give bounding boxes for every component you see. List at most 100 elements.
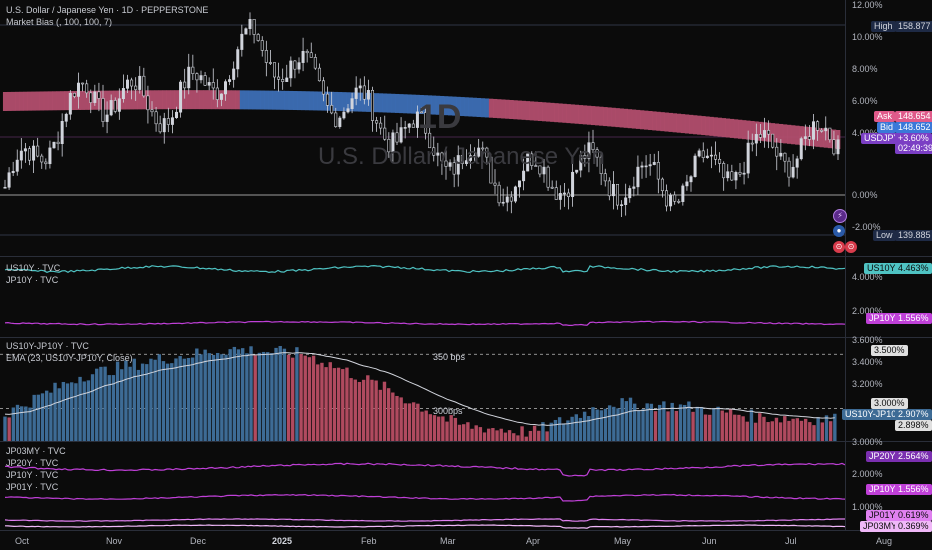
- spread-bar: [753, 422, 758, 441]
- bias-band-segment: [35, 91, 41, 111]
- bias-band-segment: [39, 91, 45, 111]
- spread-bar: [499, 428, 503, 441]
- flag-icon[interactable]: ⊙: [845, 241, 857, 253]
- spread-bar: [428, 414, 433, 441]
- candle-body: [97, 91, 101, 99]
- spread-bar: [778, 422, 783, 441]
- candle-body: [309, 52, 313, 58]
- spread-chart[interactable]: [0, 338, 845, 441]
- us10y-legend[interactable]: US10Y · TVC: [6, 263, 61, 273]
- bias-band-segment: [439, 95, 445, 115]
- candle-body: [166, 118, 170, 125]
- bias-band-segment: [492, 98, 498, 118]
- bias-band-segment: [129, 90, 134, 110]
- main-price-chart[interactable]: [0, 0, 845, 256]
- ema-legend[interactable]: EMA (23, US10Y-JP10Y, Close): [6, 353, 133, 363]
- flag-icon[interactable]: ⊙: [833, 241, 845, 253]
- jgb-chart[interactable]: [0, 442, 845, 530]
- candle-body: [293, 60, 297, 70]
- bias-band-segment: [627, 109, 633, 129]
- spread-bar: [291, 357, 295, 441]
- candle-body: [297, 62, 301, 70]
- spread-bar: [40, 393, 45, 441]
- pane-separator-2[interactable]: [0, 337, 932, 338]
- price-axis[interactable]: [845, 0, 932, 530]
- candle-body: [787, 160, 791, 178]
- pane-separator-1[interactable]: [0, 256, 932, 257]
- candle-body: [85, 83, 89, 94]
- candle-body: [138, 75, 142, 90]
- bias-band-segment: [374, 93, 379, 113]
- jp03my-legend[interactable]: JP03MY · TVC: [6, 446, 66, 456]
- bias-band-segment: [660, 112, 665, 132]
- spread-bar: [403, 403, 408, 441]
- bias-band-segment: [19, 91, 24, 111]
- spread-bar: [299, 353, 303, 441]
- bias-band-segment: [72, 91, 77, 111]
- bias-band-segment: [182, 90, 188, 110]
- spread-bar: [274, 347, 278, 441]
- spread-bar: [19, 406, 24, 441]
- spread-legend[interactable]: US10Y-JP10Y · TVC: [6, 341, 89, 351]
- pane-separator-3[interactable]: [0, 441, 932, 442]
- spread-bar: [49, 392, 53, 441]
- candle-body: [268, 62, 272, 64]
- y-tick: 3.200%: [852, 379, 883, 389]
- bias-band-segment: [586, 105, 592, 125]
- spread-bar: [599, 410, 604, 441]
- spread-bar: [641, 409, 645, 441]
- jp10y-legend[interactable]: JP10Y · TVC: [6, 275, 59, 285]
- bias-band-segment: [615, 108, 620, 128]
- jp10y-legend[interactable]: JP10Y · TVC: [6, 470, 59, 480]
- spread-bar: [128, 366, 132, 441]
- lightning-icon[interactable]: ⚡: [833, 209, 847, 223]
- candle-body: [350, 98, 354, 109]
- candle-body: [591, 142, 595, 150]
- spread-bar: [361, 379, 366, 441]
- earnings-icon[interactable]: ●: [833, 225, 845, 237]
- candle-body: [673, 194, 677, 202]
- spread-bar: [728, 409, 733, 441]
- candle-body: [301, 51, 305, 63]
- indicator-legend[interactable]: Market Bias (, 100, 100, 7): [6, 17, 113, 27]
- level-350-label: 350 bps: [433, 352, 466, 362]
- bias-band-segment: [595, 106, 600, 126]
- bias-band-segment: [733, 119, 739, 139]
- candle-body: [342, 111, 346, 119]
- bias-band-segment: [337, 92, 343, 112]
- yield-chart[interactable]: [0, 257, 845, 337]
- bias-band-segment: [684, 114, 690, 134]
- candle-body: [709, 154, 713, 157]
- jp01y-legend[interactable]: JP01Y · TVC: [6, 482, 59, 492]
- bias-band-segment: [713, 117, 718, 137]
- candle-body: [534, 165, 538, 167]
- bias-band-segment: [746, 120, 751, 140]
- candle-body: [93, 91, 97, 103]
- bias-band-segment: [509, 100, 514, 120]
- spread-bar: [107, 375, 111, 441]
- candle-body: [648, 164, 652, 167]
- candle-body: [338, 117, 342, 127]
- bias-band-segment: [448, 96, 453, 116]
- symbol-title[interactable]: U.S. Dollar / Japanese Yen · 1D · PEPPER…: [6, 5, 209, 15]
- candle-body: [170, 117, 174, 125]
- jp03my-tag-name: JP03MY: [860, 521, 901, 532]
- spread-bar: [595, 409, 599, 441]
- spread-bar: [532, 425, 537, 441]
- jp20y-legend[interactable]: JP20Y · TVC: [6, 458, 59, 468]
- candle-body: [542, 166, 546, 175]
- spread-bar: [57, 388, 61, 441]
- spread-bar: [15, 404, 20, 441]
- candle-body: [117, 98, 121, 112]
- candle-body: [81, 82, 85, 85]
- spread-bar: [99, 366, 103, 441]
- spread-bar: [186, 357, 191, 441]
- us10y-tag-value: 4.463%: [895, 263, 932, 274]
- tradingview-logo-watermark: 1D: [418, 98, 462, 136]
- spread-bar: [111, 375, 116, 441]
- spread-bar: [178, 356, 182, 441]
- spread-bar: [332, 368, 337, 441]
- candle-body: [403, 127, 407, 129]
- candle-body: [313, 57, 317, 69]
- candle-body: [554, 187, 558, 200]
